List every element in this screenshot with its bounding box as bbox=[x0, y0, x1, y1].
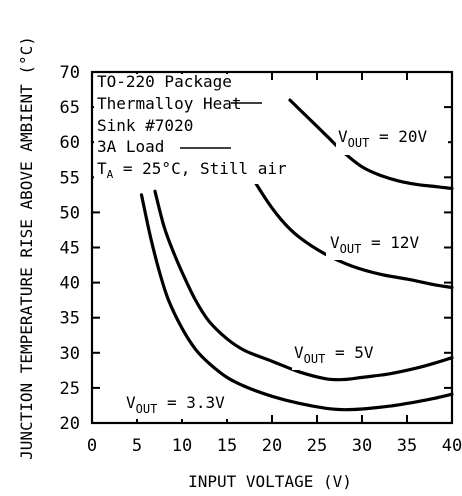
label-backdrop bbox=[336, 127, 448, 155]
x-tick-label: 40 bbox=[442, 436, 462, 456]
x-tick-label: 15 bbox=[217, 436, 237, 456]
x-tick-label: 25 bbox=[307, 436, 327, 456]
x-tick-label: 20 bbox=[262, 436, 282, 456]
y-tick-label: 35 bbox=[60, 309, 80, 329]
y-tick-label: 20 bbox=[60, 414, 80, 434]
vout-20v-curve bbox=[288, 98, 454, 191]
y-tick-label: 60 bbox=[60, 133, 80, 153]
y-tick-label: 40 bbox=[60, 274, 80, 294]
label-backdrop bbox=[124, 391, 238, 419]
vout-3v3-curve bbox=[139, 193, 454, 412]
annotation-line: TO-220 Package bbox=[97, 72, 232, 91]
axis-ticks: 0 5 10 15 20 25 30 35 40 20 25 30 35 40 45 50 55 60 65 70 bbox=[60, 63, 462, 456]
x-tick-label: 30 bbox=[352, 436, 372, 456]
x-tick-label: 0 bbox=[87, 436, 97, 456]
curve-label: VOUT = 12V bbox=[330, 233, 419, 256]
x-axis-title: INPUT VOLTAGE (V) bbox=[188, 472, 352, 491]
curve-label: VOUT = 20V bbox=[338, 127, 427, 150]
annotation-line: Thermalloy Heat bbox=[97, 94, 242, 113]
y-tick-label: 50 bbox=[60, 203, 80, 223]
y-tick-label: 25 bbox=[60, 379, 80, 399]
y-tick-label: 30 bbox=[60, 344, 80, 364]
x-tick-label: 5 bbox=[132, 436, 142, 456]
labels: TO-220 Package Thermalloy Heat Sink #7020 3… bbox=[94, 72, 448, 419]
x-tick-label: 10 bbox=[172, 436, 192, 456]
y-tick-label: 70 bbox=[60, 63, 80, 83]
curve-label: VOUT = 5V bbox=[294, 343, 374, 366]
annotation-backdrop bbox=[94, 74, 260, 184]
y-tick-label: 45 bbox=[60, 239, 80, 259]
annotation-line: 3A Load bbox=[97, 137, 164, 156]
y-axis-title: JUNCTION TEMPERATURE RISE ABOVE AMBIENT … bbox=[17, 36, 36, 460]
label-backdrop bbox=[326, 232, 442, 260]
y-tick-label: 65 bbox=[60, 98, 80, 118]
label-backdrop bbox=[292, 342, 392, 370]
annotation-line: Sink #7020 bbox=[97, 116, 193, 135]
x-tick-label: 35 bbox=[397, 436, 417, 456]
annotation-line: TA = 25°C, Still air bbox=[97, 159, 287, 181]
curve-label: VOUT = 3.3V bbox=[126, 393, 225, 416]
y-tick-label: 55 bbox=[60, 168, 80, 188]
vout-5v-curve bbox=[153, 189, 454, 382]
